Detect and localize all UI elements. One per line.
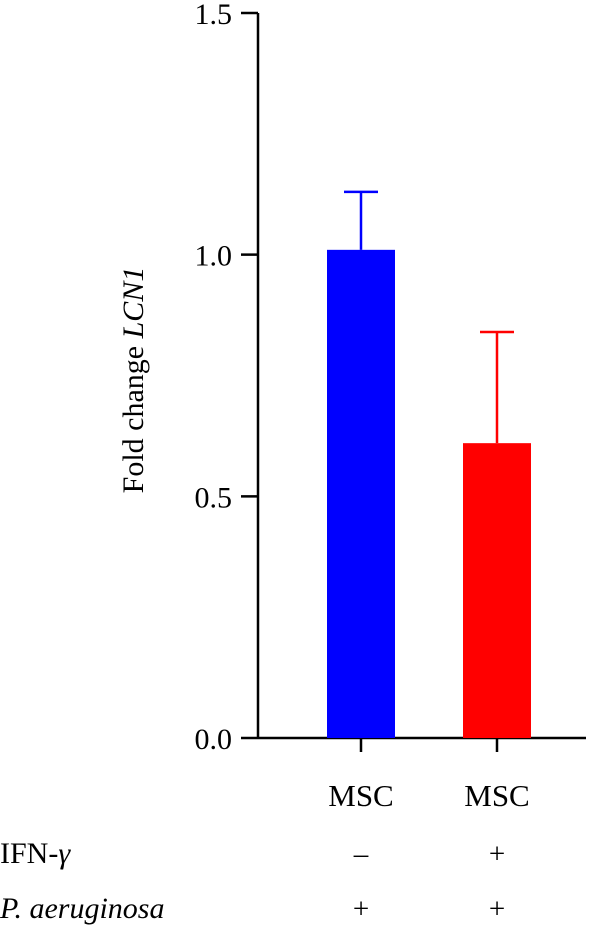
condition-label-symbol: γ [58, 837, 71, 870]
condition-label: IFN-γ [0, 837, 71, 870]
bar [463, 443, 531, 738]
condition-label: P. aeruginosa [0, 892, 164, 925]
x-category-label: MSC [464, 778, 529, 813]
axis-layer: 0.0 0.5 1.0 1.5 [195, 0, 586, 756]
condition-label-text: IFN- [0, 837, 58, 870]
label-layer: MSC MSC IFN-γ – + P. aeruginosa + + [0, 778, 530, 925]
condition-value: + [353, 893, 369, 925]
y-tick-label: 1.0 [195, 240, 233, 273]
y-tick-label: 1.5 [195, 0, 233, 31]
condition-label-text: P. aeruginosa [0, 892, 164, 925]
y-tick-label: 0.0 [195, 723, 233, 756]
bar [327, 249, 395, 739]
x-category-label: MSC [328, 778, 393, 813]
y-axis-label-gene: LCN1 [117, 267, 150, 340]
condition-value: + [489, 838, 505, 870]
y-axis-label: Fold change LCN1 [117, 267, 150, 494]
bar-layer [327, 190, 531, 739]
condition-value: + [489, 893, 505, 925]
condition-value: – [353, 838, 369, 870]
y-tick-label: 0.5 [195, 481, 233, 514]
y-axis-label-prefix: Fold change [117, 338, 150, 493]
